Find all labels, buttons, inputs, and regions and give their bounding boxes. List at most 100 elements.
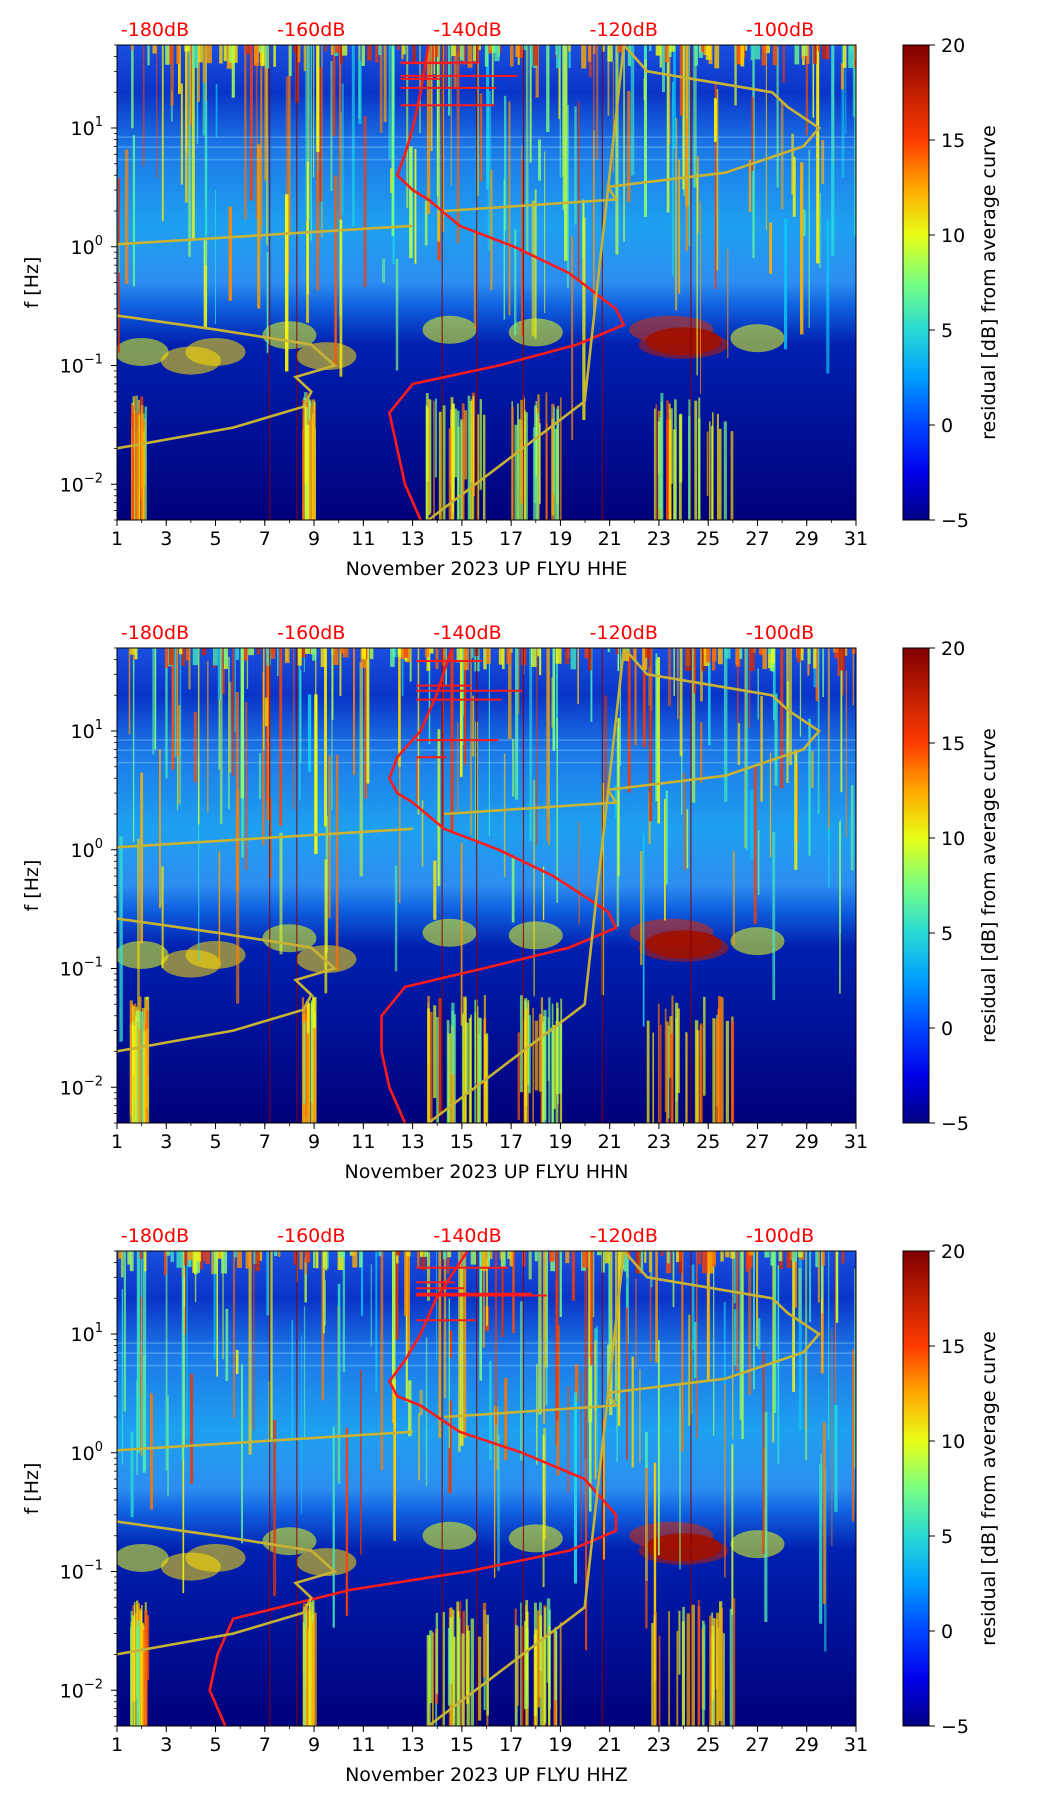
noise-streak — [473, 233, 478, 329]
x-tick-label: 17 — [499, 528, 523, 550]
noise-streak — [228, 681, 232, 773]
noise-streak — [677, 648, 679, 720]
hf-patch — [442, 1251, 447, 1260]
lowfreq-streak — [524, 412, 528, 520]
lowfreq-streak — [482, 1602, 487, 1678]
hf-patch — [522, 45, 527, 50]
noise-streak — [539, 648, 542, 676]
hf-patch — [698, 1251, 702, 1265]
noise-streak — [170, 90, 173, 122]
microseism-blob — [296, 342, 357, 371]
noise-streak — [542, 1434, 545, 1588]
y-tick-label: 10−2 — [60, 1677, 103, 1702]
lowfreq-streak — [305, 1007, 308, 1118]
noise-streak — [339, 45, 342, 221]
hf-patch — [626, 648, 630, 653]
hf-band — [117, 761, 856, 764]
x-tick-label: 19 — [548, 1131, 572, 1153]
hf-patch — [447, 1251, 452, 1258]
noise-streak — [188, 45, 191, 257]
noise-streak — [735, 1251, 739, 1371]
noise-streak — [602, 1419, 605, 1560]
hf-patch — [451, 45, 456, 57]
noise-streak — [285, 76, 290, 274]
noise-model-low-curve — [117, 224, 413, 450]
hf-patch — [139, 1251, 143, 1260]
noise-streak — [190, 45, 192, 126]
hf-patch — [179, 648, 183, 655]
microseism-blob — [422, 315, 477, 344]
lowfreq-streak — [313, 1612, 317, 1726]
noise-streak — [486, 45, 489, 190]
noise-streak — [216, 1251, 219, 1377]
lowfreq-streak — [560, 397, 562, 520]
microseism-blob — [185, 337, 246, 366]
noise-streak — [161, 45, 164, 222]
y-tick-exponent: −2 — [84, 1074, 103, 1089]
lowfreq-streak — [466, 1630, 470, 1726]
y-tick-label: 101 — [71, 115, 103, 140]
plot-area — [117, 45, 856, 520]
lowfreq-streak — [310, 406, 313, 520]
db-axis-label: -180dB — [121, 19, 189, 41]
hf-patch — [842, 45, 847, 68]
lowfreq-streak — [711, 1612, 714, 1726]
noise-streak — [482, 1251, 485, 1348]
colorbar-tick-label: 15 — [941, 1336, 965, 1358]
noise-streak — [485, 1258, 489, 1326]
hf-patch — [273, 1251, 278, 1257]
noise-streak — [255, 45, 258, 219]
lowfreq-streak — [312, 1027, 316, 1123]
noise-streak — [416, 756, 419, 802]
noise-streak — [437, 729, 441, 887]
hf-patch — [458, 1251, 461, 1268]
y-tick-label: 10−2 — [60, 471, 103, 496]
noise-streak — [582, 199, 585, 259]
hf-patch — [339, 648, 345, 654]
lowfreq-streak — [658, 1635, 661, 1726]
lowfreq-streak — [718, 997, 722, 1123]
noise-streak — [774, 693, 778, 786]
lowfreq-streak — [146, 1028, 149, 1109]
hf-patch — [340, 45, 344, 64]
noise-streak — [593, 130, 595, 321]
lowfreq-streak — [551, 403, 555, 520]
noise-streak — [339, 219, 343, 377]
noise-streak — [765, 45, 768, 231]
noise-streak — [536, 648, 538, 845]
noise-streak — [213, 1251, 216, 1360]
hf-patch — [406, 1251, 411, 1257]
lowfreq-streak — [732, 1598, 736, 1726]
noise-streak — [165, 1251, 168, 1471]
noise-streak — [222, 1251, 224, 1360]
lowfreq-streak — [482, 414, 486, 520]
noise-streak — [580, 1372, 582, 1541]
hf-patch — [705, 45, 712, 60]
noise-streak — [737, 648, 739, 723]
noise-streak — [493, 1405, 496, 1578]
hf-patch — [607, 648, 610, 653]
lowfreq-streak — [558, 1023, 562, 1094]
noise-streak — [341, 83, 344, 215]
x-tick-label: 1 — [111, 1734, 123, 1756]
noise-streak — [118, 245, 120, 273]
lowfreq-streak — [453, 1636, 456, 1726]
noise-streak — [812, 45, 815, 118]
lowfreq-streak — [463, 410, 468, 480]
x-tick-label: 25 — [696, 1131, 720, 1153]
hf-patch — [617, 45, 623, 53]
hf-patch — [361, 648, 367, 660]
colorbar-tick-label: 10 — [941, 225, 965, 247]
spectrogram-panel-hhn: 1 3 5 7 9 11 13 15 17 19 21 23 25 27 29 31 November 2023… — [0, 603, 1052, 1203]
noise-streak — [577, 101, 580, 283]
hf-patch — [235, 648, 240, 660]
lowfreq-streak — [457, 426, 460, 520]
hf-patch — [771, 648, 775, 664]
noise-streak — [590, 648, 593, 722]
lowfreq-streak — [543, 1009, 547, 1123]
noise-streak — [342, 1251, 346, 1373]
noise-streak — [436, 1251, 438, 1362]
noise-streak — [655, 653, 658, 777]
hf-patch — [853, 45, 856, 50]
x-tick-label: 15 — [450, 528, 474, 550]
